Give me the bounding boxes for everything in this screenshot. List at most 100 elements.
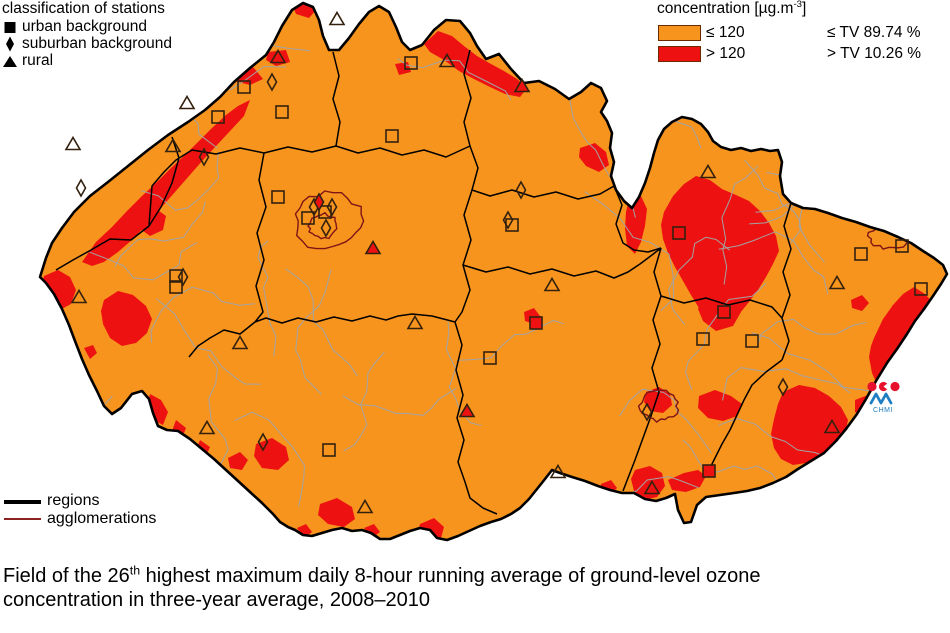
district-border-line (342, 387, 457, 416)
station-marker-triangle (458, 402, 476, 418)
rural-triangle-icon (3, 56, 17, 67)
agglomerations-line-label: agglomerations (47, 510, 157, 527)
regions-line-icon (4, 500, 41, 504)
station-marker-square (895, 239, 909, 253)
station-marker-square (169, 280, 183, 294)
station-marker-square (696, 332, 710, 346)
station-marker-triangle (513, 77, 531, 93)
station-legend-title: classification of stations (2, 0, 165, 17)
district-border-line (744, 159, 802, 244)
agglomerations-line-icon (4, 518, 41, 520)
chmi-logo: CHMI (867, 381, 900, 414)
agglomeration-ring (307, 212, 338, 240)
station-marker-diamond (177, 267, 189, 287)
below-tv-percent: ≤ TV 89.74 % (827, 24, 921, 41)
station-marker-diamond (257, 432, 269, 452)
agglomeration-ring (637, 389, 680, 423)
concentration-row-below: ≤ 120 ≤ TV 89.74 % (657, 24, 949, 45)
station-marker-triangle (549, 463, 567, 479)
station-marker-triangle (699, 163, 717, 179)
station-classification-legend: classification of stations urban backgro… (2, 0, 172, 70)
legend-item-rural: rural (2, 52, 172, 70)
station-marker-diamond (313, 192, 325, 212)
map-caption: Field of the 26th highest maximum daily … (3, 564, 760, 612)
station-marker-triangle (643, 479, 661, 495)
station-marker-triangle (364, 239, 382, 255)
caption-line-2: concentration in three-year average, 200… (3, 589, 430, 611)
station-marker-square (672, 226, 686, 240)
district-border-line (850, 103, 910, 218)
station-marker-diamond (75, 178, 87, 198)
station-marker-diamond (198, 147, 210, 167)
agglomeration-borders (294, 190, 914, 423)
station-marker-triangle (269, 48, 287, 64)
caption-line1-pre: Field of the 26 (3, 565, 130, 587)
conc-title-text: concentration [µg.m (657, 0, 794, 17)
regions-line-label: regions (47, 492, 100, 509)
station-marker-square (322, 443, 336, 457)
station-marker-triangle (231, 334, 249, 350)
station-marker-square (211, 110, 225, 124)
district-border-line (721, 165, 759, 285)
station-marker-diamond (641, 402, 653, 422)
concentration-legend: concentration [µg.m-3] ≤ 120 ≤ TV 89.74 … (657, 0, 949, 66)
legend-label-suburban: suburban background (22, 35, 172, 53)
agglomeration-ring (294, 190, 365, 250)
urban-square-icon (4, 22, 16, 33)
district-border-line (89, 242, 197, 281)
logo-dot-mid-notch (883, 381, 890, 392)
station-marker-square (385, 129, 399, 143)
district-border-line (114, 201, 206, 267)
district-border-line (457, 319, 565, 361)
station-marker-square (271, 190, 285, 204)
station-marker-diamond (515, 180, 527, 200)
station-marker-triangle (828, 274, 846, 290)
station-marker-triangle (328, 10, 346, 26)
station-marker-triangle (178, 94, 196, 110)
above-limit-range: > 120 (706, 45, 746, 62)
district-border-line (156, 298, 261, 385)
district-border-line (295, 269, 332, 395)
district-border-line (722, 367, 851, 401)
station-marker-square (404, 56, 418, 70)
station-markers (64, 10, 928, 514)
station-marker-square (301, 211, 315, 225)
station-marker-square (169, 269, 183, 283)
district-border-line (584, 191, 675, 312)
district-border-line (343, 351, 385, 452)
station-marker-triangle (164, 137, 182, 153)
above-tv-percent: > TV 10.26 % (827, 45, 922, 62)
district-border-line (257, 240, 277, 357)
district-border-line (234, 411, 305, 507)
suburban-diamond-icon (6, 36, 14, 52)
district-border-line (788, 59, 873, 167)
conc-title-sup: -3 (793, 0, 802, 10)
station-marker-triangle (438, 52, 456, 68)
logo-dot-left (867, 381, 877, 392)
logo-dot-right (890, 381, 900, 392)
district-border-line (445, 321, 482, 427)
legend-label-rural: rural (22, 52, 54, 70)
legend-label-urban: urban background (22, 18, 147, 36)
station-marker-square (717, 305, 731, 319)
station-marker-square (702, 464, 716, 478)
station-marker-triangle (70, 288, 88, 304)
district-border-line (150, 286, 256, 343)
district-border-line (207, 354, 229, 486)
station-marker-triangle (64, 135, 82, 151)
station-marker-diamond (266, 72, 278, 92)
station-marker-square (529, 316, 543, 330)
concentration-legend-title: concentration [µg.m-3] (657, 0, 949, 18)
caption-line-1: Field of the 26th highest maximum daily … (3, 564, 760, 588)
station-marker-diamond (326, 197, 338, 217)
concentration-row-above: > 120 > TV 10.26 % (657, 45, 949, 66)
station-marker-square (483, 351, 497, 365)
station-marker-square (237, 80, 251, 94)
legend-item-suburban: suburban background (2, 35, 172, 53)
station-marker-diamond (320, 218, 332, 238)
station-marker-square (854, 247, 868, 261)
district-border-line (397, 58, 512, 101)
station-marker-square (745, 334, 759, 348)
logo-text: CHMI (873, 407, 893, 414)
legend-item-urban: urban background (2, 18, 172, 36)
